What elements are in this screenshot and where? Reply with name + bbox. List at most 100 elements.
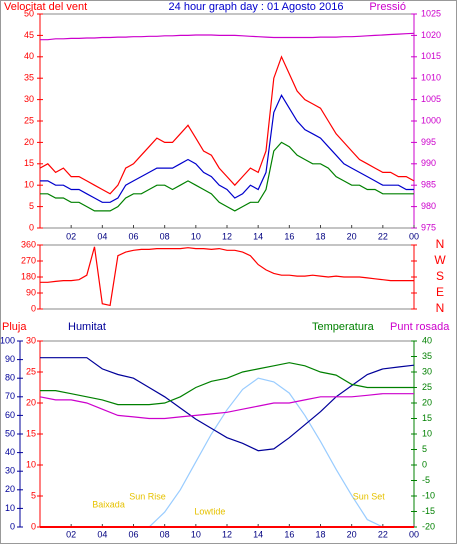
series-line [40,357,415,452]
y2-axis-title: Pressió [369,1,406,13]
x-tick-label: 14 [253,529,263,539]
y-tick-label: 40 [5,447,15,457]
y-tick-label: 40 [24,51,34,61]
y-tick-label: 100 [0,335,15,345]
y-tick-label: 50 [5,428,15,438]
legend-label: Pluja [2,321,27,333]
y-tick-label: 20 [422,397,432,407]
y-tick-label: 20 [26,397,36,407]
y-tick-label: 180 [21,271,36,281]
series-line [40,32,415,41]
x-tick-label: 16 [284,231,294,241]
y-tick-label: 0 [422,459,427,469]
x-tick-label: 04 [97,231,107,241]
legend-label: Temperatura [312,321,375,333]
x-tick-label: 16 [284,529,294,539]
y-tick-label: 40 [422,335,432,345]
x-tick-label: 22 [378,231,388,241]
x-tick-label: 08 [160,529,170,539]
x-tick-label: 20 [347,231,357,241]
legend-label: Humitat [68,321,106,333]
series-line [40,94,414,203]
y-tick-label: 10 [5,503,15,513]
y-tick-label: 1020 [421,30,441,40]
series-line [39,393,414,420]
x-tick-label: 10 [191,529,201,539]
x-tick-label: 12 [222,529,232,539]
y-tick-label: 5 [29,201,34,211]
x-tick-label: 08 [160,231,170,241]
y-tick-label: 35 [422,351,432,361]
y-tick-label: 25 [26,366,36,376]
y-tick-label: 15 [26,428,36,438]
y-tick-label: -15 [422,506,435,516]
y-tick-label: W [434,253,446,267]
chart-title: 24 hour graph day : 01 Agosto 2016 [169,1,344,13]
y-tick-label: N [436,237,445,251]
y-tick-label: 5 [31,490,36,500]
y-tick-label: 1005 [421,94,441,104]
y-tick-label: 25 [422,382,432,392]
y-tick-label: 990 [421,158,436,168]
x-tick-label: 18 [315,231,325,241]
x-tick-label: 06 [128,231,138,241]
y-tick-label: 975 [421,222,436,232]
y-tick-label: 10 [26,459,36,469]
y-tick-label: 995 [421,137,436,147]
y-tick-label: 90 [26,287,36,297]
series-line [39,55,415,195]
y-tick-label: -5 [422,475,430,485]
y-tick-label: 35 [24,73,34,83]
x-tick-label: 22 [378,529,388,539]
legend-label: Punt rosada [390,321,450,333]
y-tick-label: 0 [29,222,34,232]
y-tick-label: 30 [5,466,15,476]
y-tick-label: 360 [21,239,36,249]
y-tick-label: 1025 [421,8,441,18]
y-tick-label: 60 [5,410,15,420]
y-tick-label: 50 [24,8,34,18]
series-line [40,362,414,406]
y-tick-label: 0 [10,521,15,531]
y-tick-label: 985 [421,180,436,190]
y-tick-label: S [436,269,444,283]
y-tick-label: 90 [5,354,15,364]
x-tick-label: 02 [66,231,76,241]
y-tick-label: 0 [31,303,36,313]
y-tick-label: 1010 [421,73,441,83]
y-tick-label: 5 [422,444,427,454]
y-tick-label: 80 [5,373,15,383]
y-tick-label: 30 [24,94,34,104]
y-tick-label: 20 [24,137,34,147]
y-tick-label: 20 [5,484,15,494]
y-tick-label: 30 [26,335,36,345]
y-axis-title: Velocitat del vent [4,1,87,13]
y-tick-label: 15 [422,413,432,423]
y-tick-label: 1000 [421,115,441,125]
y-tick-label: 15 [24,158,34,168]
y-tick-label: E [436,285,444,299]
series-line [40,246,414,307]
annotation: Sun Rise [129,491,166,501]
y-tick-label: 980 [421,201,436,211]
y-tick-label: 0 [31,521,36,531]
y-tick-label: N [436,301,445,315]
annotation: Baixada [92,499,125,509]
y-tick-label: 10 [422,428,432,438]
y-tick-label: 70 [5,391,15,401]
y-tick-label: 10 [24,180,34,190]
y-tick-label: 25 [24,115,34,125]
x-tick-label: 00 [409,231,419,241]
y-tick-label: -20 [422,521,435,531]
y-tick-label: 1015 [421,51,441,61]
y-tick-label: 30 [422,366,432,376]
x-tick-label: 10 [191,231,201,241]
x-tick-label: 20 [347,529,357,539]
y-tick-label: 45 [24,30,34,40]
x-tick-label: 04 [97,529,107,539]
x-tick-label: 00 [409,529,419,539]
annotation: Sun Set [353,491,386,501]
series-line [40,141,414,212]
